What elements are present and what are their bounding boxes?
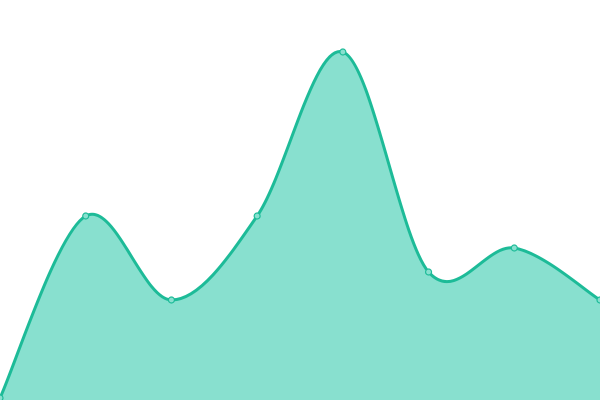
data-markers bbox=[0, 48, 600, 400]
data-point-4 bbox=[339, 48, 347, 56]
data-point-6 bbox=[510, 244, 518, 252]
data-point-7 bbox=[596, 296, 600, 304]
data-point-0 bbox=[0, 394, 4, 400]
area-fill bbox=[0, 51, 600, 400]
data-point-5 bbox=[424, 268, 433, 276]
data-point-1 bbox=[82, 212, 90, 220]
data-point-2 bbox=[167, 296, 176, 304]
data-point-3 bbox=[253, 212, 261, 220]
